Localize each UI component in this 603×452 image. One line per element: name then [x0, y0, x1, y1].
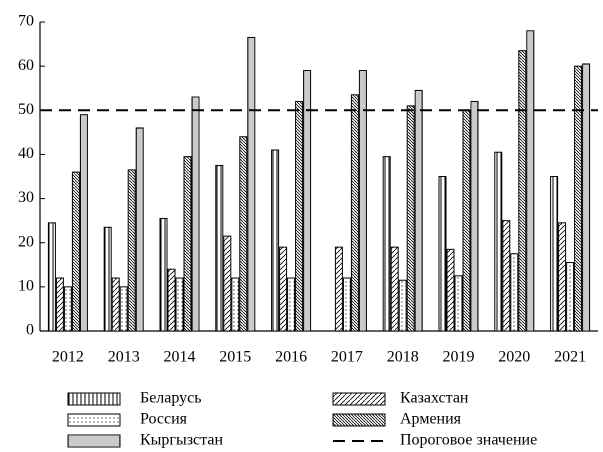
bar [79, 114, 88, 332]
bar [303, 70, 312, 332]
bar [103, 226, 112, 332]
legend-swatch [332, 392, 386, 406]
legend-swatch [67, 392, 121, 406]
bar [342, 277, 351, 332]
y-tick-label: 70 [18, 13, 34, 30]
x-tick-label: 2019 [443, 349, 475, 366]
bar [390, 246, 399, 332]
x-tick-label: 2015 [219, 349, 251, 366]
bar [518, 50, 527, 332]
bar [510, 253, 519, 332]
y-tick-label: 0 [26, 322, 34, 339]
bar [175, 277, 184, 332]
legend-label: Россия [140, 411, 188, 428]
y-tick-label: 40 [18, 145, 34, 162]
bar [159, 217, 168, 332]
legend-label: Казахстан [400, 390, 469, 407]
legend-swatch [332, 413, 386, 427]
bar [127, 169, 136, 332]
bar [247, 36, 256, 332]
bar [231, 277, 240, 332]
x-tick-label: 2014 [164, 349, 196, 366]
bar [279, 246, 288, 332]
bar [462, 109, 471, 332]
bar [239, 136, 248, 332]
bar [215, 164, 224, 332]
legend-label: Пороговое значение [400, 432, 537, 449]
bar [167, 268, 176, 332]
y-tick-label: 20 [18, 233, 34, 250]
bar [334, 246, 343, 332]
bar [470, 100, 479, 332]
bar [135, 127, 144, 332]
y-tick-label: 10 [18, 278, 34, 295]
x-tick-label: 2020 [498, 349, 530, 366]
bar [582, 63, 591, 332]
bar [414, 89, 423, 332]
bar [438, 176, 447, 332]
x-tick-label: 2012 [52, 349, 84, 366]
y-tick-label: 50 [18, 101, 34, 118]
bar [446, 248, 455, 332]
legend-swatch [67, 434, 121, 448]
legend-swatch [67, 413, 121, 427]
bar [223, 235, 232, 332]
bar [55, 277, 64, 332]
bar [566, 262, 575, 332]
legend-label: Армения [400, 411, 462, 428]
x-tick-label: 2017 [331, 349, 363, 366]
bar [454, 275, 463, 332]
bar [502, 220, 511, 332]
bar [406, 105, 415, 332]
x-tick-label: 2018 [387, 349, 419, 366]
bar [271, 149, 280, 332]
bar [358, 70, 367, 332]
bar [183, 156, 192, 332]
legend-label: Кыргызстан [140, 432, 223, 449]
bar [398, 279, 407, 332]
bar [295, 100, 304, 332]
bar [382, 156, 391, 332]
bar [191, 96, 200, 332]
bar [47, 222, 56, 332]
bar [119, 286, 128, 332]
y-tick-label: 60 [18, 57, 34, 74]
bar [526, 30, 535, 332]
bar [558, 222, 567, 332]
x-tick-label: 2016 [275, 349, 307, 366]
y-tick-label: 30 [18, 189, 34, 206]
bar [63, 286, 72, 332]
bar [550, 176, 559, 332]
bar [287, 277, 296, 332]
x-tick-label: 2013 [108, 349, 140, 366]
bar [574, 65, 583, 332]
bar [494, 151, 503, 332]
legend-label: Беларусь [140, 390, 202, 407]
bar [350, 94, 359, 332]
bar [71, 171, 80, 332]
bar [111, 277, 120, 332]
x-tick-label: 2021 [554, 349, 586, 366]
